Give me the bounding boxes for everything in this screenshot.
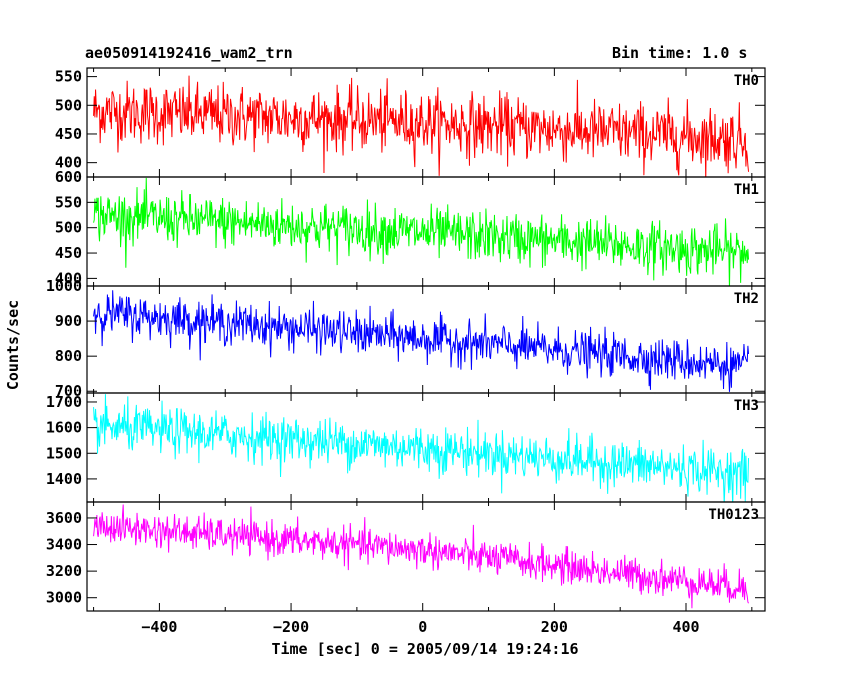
series-th3 [93, 394, 750, 502]
y-axis-label: Counts/sec [4, 300, 22, 390]
x-tick-label: 400 [672, 618, 699, 636]
panel-th0123: 3000 3200 3400 3600 TH0123 [46, 501, 766, 612]
y-tick-label: 1400 [46, 470, 82, 488]
y-tick-label: 550 [55, 68, 82, 86]
y-tick-label: 500 [55, 219, 82, 237]
y-tick-label: 1500 [46, 444, 82, 462]
chart-title: ae050914192416_wam2_trn [85, 44, 293, 62]
y-tick-label: 550 [55, 193, 82, 211]
panel-th0: 400 450 500 550 TH0 [55, 67, 766, 178]
panel-label: TH0 [734, 73, 759, 89]
panel-label: TH3 [734, 398, 759, 414]
panel-th2: 700 800 900 1000 TH2 [46, 277, 766, 400]
panel-th1: 400 450 500 550 600 TH1 [55, 168, 766, 287]
x-tick-label: −400 [141, 618, 177, 636]
x-tick-label: 200 [541, 618, 568, 636]
panel-label: TH2 [734, 291, 759, 307]
y-tick-label: 3000 [46, 589, 82, 607]
y-tick-label: 700 [55, 382, 82, 400]
y-tick-label: 400 [55, 269, 82, 287]
y-tick-label: 3400 [46, 536, 82, 554]
y-tick-label: 3600 [46, 509, 82, 527]
panels-group: 400 450 500 550 TH0 400 450 500 550 600 TH1 700 800 9… [46, 67, 766, 612]
y-tick-label: 400 [55, 154, 82, 172]
x-tick-label: −200 [273, 618, 309, 636]
y-tick-label: 500 [55, 96, 82, 114]
y-tick-label: 600 [55, 168, 82, 186]
bin-time-label: Bin time: 1.0 s [612, 44, 748, 62]
series-th1 [93, 177, 750, 286]
series-th2 [93, 290, 750, 392]
panel-label: TH1 [734, 182, 759, 198]
series-th0 [93, 75, 750, 177]
series-th0123 [93, 504, 749, 609]
x-axis: −400 −200 0 200 400 [141, 618, 699, 636]
y-tick-label: 450 [55, 244, 82, 262]
x-tick-label: 0 [418, 618, 427, 636]
panel-th3: 1400 1500 1600 1700 TH3 [46, 392, 766, 503]
y-tick-label: 1000 [46, 277, 82, 295]
y-tick-label: 1700 [46, 393, 82, 411]
y-tick-label: 450 [55, 125, 82, 143]
y-tick-label: 900 [55, 312, 82, 330]
y-tick-label: 3200 [46, 562, 82, 580]
y-tick-label: 1600 [46, 419, 82, 437]
panel-frame [86, 501, 766, 612]
y-tick-label: 800 [55, 347, 82, 365]
panel-label: TH0123 [708, 507, 759, 523]
x-axis-label: Time [sec] 0 = 2005/09/14 19:24:16 [271, 640, 578, 658]
